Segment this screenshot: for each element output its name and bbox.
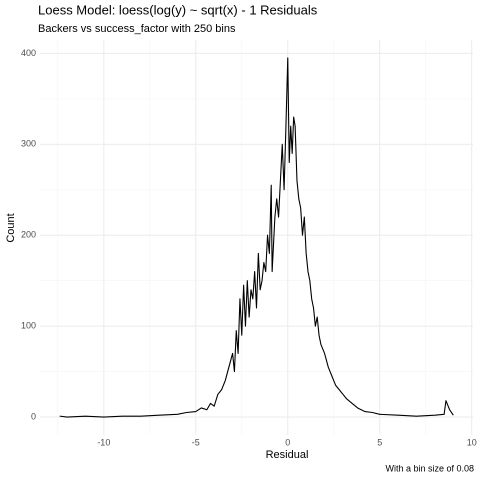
x-tick-label: -10 <box>97 437 110 447</box>
y-tick-label: 100 <box>21 321 36 331</box>
data-line <box>59 57 454 418</box>
grid <box>40 40 473 435</box>
x-tick-label: 0 <box>285 437 290 447</box>
x-axis-label: Residual <box>266 449 309 461</box>
y-tick-label: 0 <box>31 411 36 421</box>
chart-subtitle: Backers vs success_factor with 250 bins <box>38 23 236 35</box>
x-tick-label: -5 <box>192 437 200 447</box>
y-tick-label: 200 <box>21 230 36 240</box>
x-tick-label: 5 <box>377 437 382 447</box>
y-tick-label: 300 <box>21 139 36 149</box>
y-tick-label: 400 <box>21 48 36 58</box>
annotation: With a bin size of 0.08 <box>385 463 474 473</box>
chart-title: Loess Model: loess(log(y) ~ sqrt(x) - 1 … <box>38 2 318 17</box>
x-tick-label: 10 <box>467 437 477 447</box>
y-axis-label: Count <box>5 213 17 242</box>
